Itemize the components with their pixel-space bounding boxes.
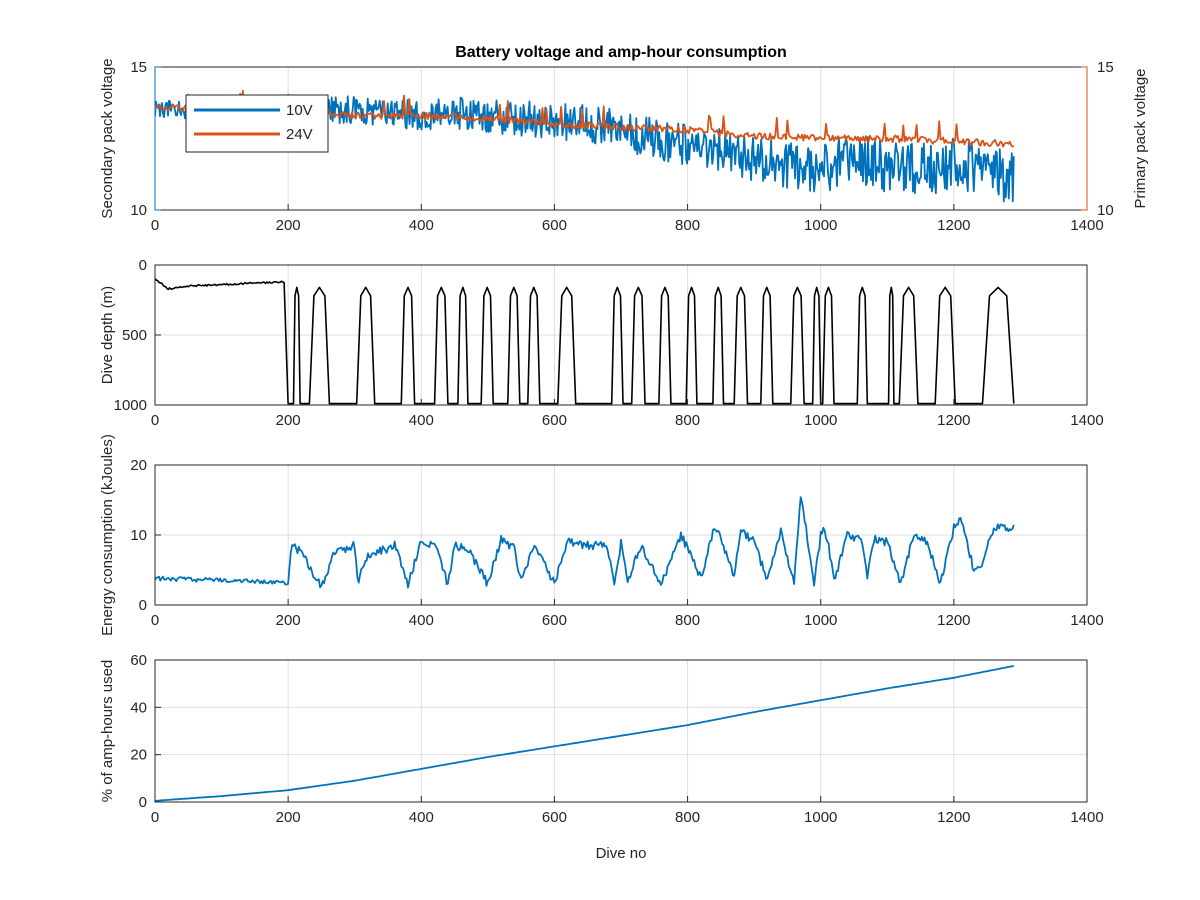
y-axis-label: Dive depth (m) xyxy=(99,286,116,384)
plot-area xyxy=(155,277,1015,405)
series-line-2 xyxy=(155,277,1015,405)
y-tick-label: 0 xyxy=(139,794,147,811)
plot-area xyxy=(155,496,1015,589)
y-tick-label: 60 xyxy=(130,652,147,669)
legend-label-24v: 24V xyxy=(286,126,313,143)
subplot-4: 0 200 400 600 800 1000 1200 1400 0 20 40 60 % of amp… xyxy=(99,652,1104,862)
chart-title: Battery voltage and amp-hour consumption xyxy=(455,44,787,61)
x-tick-label: 1000 xyxy=(804,809,837,826)
y-tick-label: 15 xyxy=(130,59,147,76)
right-tick-label: 10 xyxy=(1097,202,1114,219)
x-tick-label: 800 xyxy=(675,217,700,234)
x-tick-label: 0 xyxy=(151,217,159,234)
subplot-3: 0 200 400 600 800 1000 1200 1400 0 10 20 Energy con… xyxy=(99,434,1104,636)
x-axis-label: Dive no xyxy=(596,845,647,862)
y-tick-label: 0 xyxy=(139,597,147,614)
x-tick-label: 1200 xyxy=(937,809,970,826)
x-tick-label: 800 xyxy=(675,412,700,429)
x-tick-label: 200 xyxy=(276,612,301,629)
plot-area xyxy=(155,665,1014,802)
x-tick-label: 1000 xyxy=(804,612,837,629)
x-tick-label: 200 xyxy=(276,412,301,429)
x-tick-label: 1400 xyxy=(1070,612,1103,629)
x-tick-label: 1400 xyxy=(1070,217,1103,234)
series-line-3 xyxy=(155,496,1015,589)
legend-label-10v: 10V xyxy=(286,102,313,119)
y-tick-label: 0 xyxy=(139,257,147,274)
x-tick-label: 800 xyxy=(675,612,700,629)
x-tick-label: 400 xyxy=(409,809,434,826)
y-tick-label: 1000 xyxy=(114,397,147,414)
y-axis-label: Energy consumption (kJoules) xyxy=(99,434,116,636)
x-tick-label: 600 xyxy=(542,612,567,629)
x-tick-label: 1000 xyxy=(804,217,837,234)
subplot-2: 0 200 400 600 800 1000 1200 1400 0 500 1000 Dive de… xyxy=(99,257,1104,429)
legend-box xyxy=(185,94,329,153)
axes-box xyxy=(154,659,1088,803)
subplot-1: 0 200 400 600 800 1000 1200 140010151015Primary… xyxy=(99,44,1149,234)
x-tick-label: 400 xyxy=(409,412,434,429)
y-tick-label: 40 xyxy=(130,699,147,716)
y-tick-label: 20 xyxy=(130,747,147,764)
series-line-4 xyxy=(155,665,1014,802)
y-axis-label: % of amp-hours used xyxy=(99,660,116,803)
y-tick-label: 10 xyxy=(130,527,147,544)
x-tick-label: 1200 xyxy=(937,217,970,234)
x-tick-label: 600 xyxy=(542,217,567,234)
x-tick-label: 200 xyxy=(276,217,301,234)
x-tick-label: 1200 xyxy=(937,612,970,629)
x-tick-label: 0 xyxy=(151,412,159,429)
x-tick-label: 800 xyxy=(675,809,700,826)
x-tick-label: 400 xyxy=(409,612,434,629)
x-tick-label: 0 xyxy=(151,809,159,826)
x-tick-label: 1200 xyxy=(937,412,970,429)
x-tick-label: 1000 xyxy=(804,412,837,429)
y-tick-label: 500 xyxy=(122,327,147,344)
right-tick-label: 15 xyxy=(1097,59,1114,76)
x-tick-label: 400 xyxy=(409,217,434,234)
x-tick-label: 0 xyxy=(151,612,159,629)
x-tick-label: 600 xyxy=(542,412,567,429)
y-axis-label: Secondary pack voltage xyxy=(99,58,116,218)
y-axis-label-right: Primary pack voltage xyxy=(1132,68,1149,208)
x-tick-label: 1400 xyxy=(1070,809,1103,826)
y-tick-label: 20 xyxy=(130,457,147,474)
y-tick-label: 10 xyxy=(130,202,147,219)
x-tick-label: 200 xyxy=(276,809,301,826)
x-tick-label: 1400 xyxy=(1070,412,1103,429)
x-tick-label: 600 xyxy=(542,809,567,826)
